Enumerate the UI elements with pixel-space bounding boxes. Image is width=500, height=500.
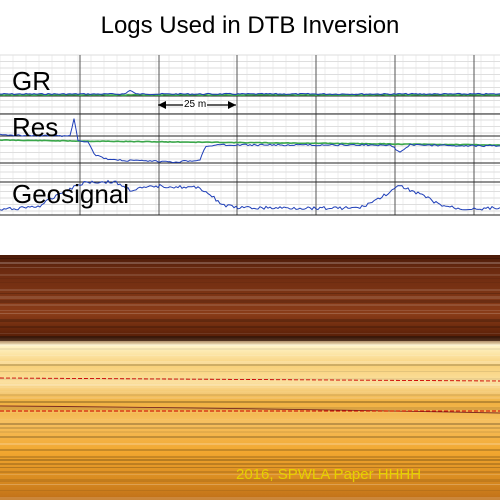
section-band	[0, 364, 500, 366]
section-band	[0, 278, 500, 279]
section-band	[0, 449, 500, 451]
section-background	[0, 255, 500, 500]
figure-title: Logs Used in DTB Inversion	[100, 12, 400, 39]
section-band	[0, 300, 500, 303]
section-band	[0, 282, 500, 283]
section-band	[0, 267, 500, 268]
section-band	[0, 436, 500, 438]
section-band	[0, 355, 500, 356]
section-band	[0, 333, 500, 334]
section-band	[0, 497, 500, 500]
geosignal-track-label: Geosignal	[12, 179, 130, 209]
section-band	[0, 467, 500, 468]
section-band	[0, 484, 500, 485]
section-band	[0, 459, 500, 461]
upper-boundary-line	[0, 377, 500, 382]
section-band	[0, 344, 500, 346]
section-band	[0, 419, 500, 420]
scale-arrow-left-icon	[158, 101, 166, 109]
inversion-section	[0, 255, 500, 500]
section-band	[0, 258, 500, 259]
section-band	[0, 401, 500, 403]
section-band	[0, 319, 500, 322]
section-band	[0, 456, 500, 458]
section-band	[0, 304, 500, 306]
section-band	[0, 391, 500, 394]
section-band	[0, 423, 500, 425]
section-band	[0, 313, 500, 314]
section-band	[0, 296, 500, 299]
section-band	[0, 274, 500, 276]
gr-reference-line	[0, 93, 500, 97]
geosignal-curve	[0, 179, 500, 211]
res-track-label: Res	[12, 112, 59, 142]
section-band	[0, 348, 500, 350]
scale-bar-label: 25 m	[183, 99, 208, 110]
section-band	[0, 474, 500, 475]
section-band	[0, 463, 500, 465]
gr-track-label: GR	[12, 66, 51, 96]
section-band	[0, 397, 500, 399]
section-band	[0, 326, 500, 328]
section-band	[0, 479, 500, 482]
geosignal-log-line	[0, 179, 500, 211]
res-log-line	[0, 118, 500, 164]
section-band	[0, 471, 500, 473]
gr-curve	[0, 89, 500, 96]
boundary-lines	[0, 377, 500, 414]
section-band	[0, 490, 500, 491]
section-band	[0, 431, 500, 433]
section-band	[0, 310, 500, 311]
section-band	[0, 443, 500, 445]
section-band	[0, 394, 500, 396]
gr-reference-curve	[0, 93, 500, 97]
section-band	[0, 293, 500, 294]
section-band	[0, 371, 500, 372]
gr-log-line	[0, 89, 500, 96]
log-grid	[0, 54, 500, 216]
log-tracks	[0, 54, 500, 216]
section-band	[0, 384, 500, 386]
section-band	[0, 427, 500, 429]
middle-boundary-line	[0, 405, 500, 414]
citation-text: 2016, SPWLA Paper HHHH	[236, 466, 422, 483]
section-band	[0, 289, 500, 291]
section-band	[0, 378, 500, 380]
section-band	[0, 412, 500, 413]
section-band	[0, 361, 500, 364]
section-band-dark	[0, 336, 500, 341]
section-band	[0, 262, 500, 264]
res-curve	[0, 118, 500, 164]
section-band	[0, 387, 500, 388]
scale-arrow-right-icon	[228, 101, 236, 109]
